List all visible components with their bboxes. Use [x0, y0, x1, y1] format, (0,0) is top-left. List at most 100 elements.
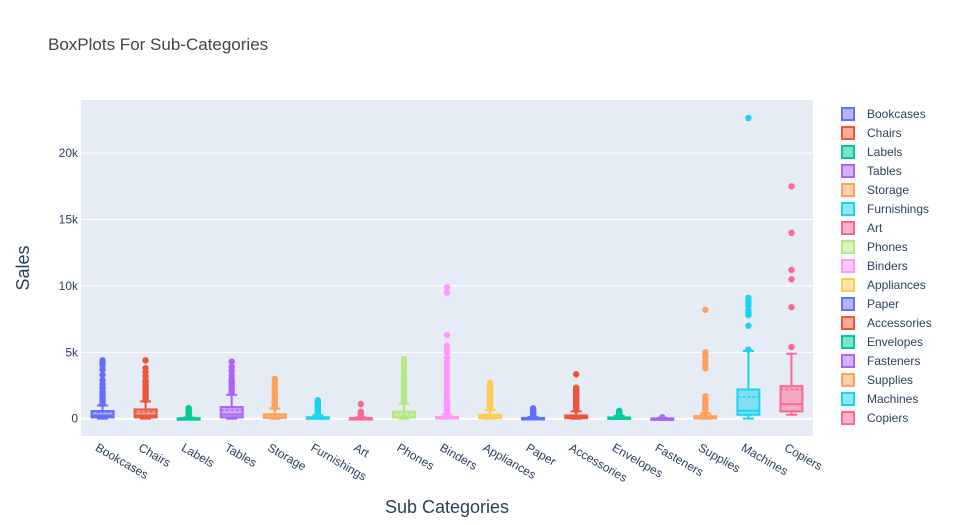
- legend-swatch: [841, 164, 855, 178]
- legend-swatch: [841, 107, 855, 121]
- legend-item-art[interactable]: Art: [841, 221, 883, 235]
- legend-item-accessories[interactable]: Accessories: [841, 316, 932, 330]
- box-machines: [736, 114, 761, 420]
- box-appliances: [478, 379, 503, 420]
- outlier-point: [228, 358, 235, 365]
- legend-label: Supplies: [867, 373, 913, 387]
- outlier-point: [142, 357, 149, 364]
- box-accessories: [564, 371, 589, 420]
- y-tick-label: 20k: [59, 146, 79, 160]
- legend-item-paper[interactable]: Paper: [841, 297, 899, 311]
- legend-label: Bookcases: [867, 107, 926, 121]
- outlier-point: [400, 355, 408, 363]
- box-labels: [176, 404, 201, 421]
- legend-label: Fasteners: [867, 354, 920, 368]
- legend-swatch: [841, 145, 855, 159]
- outlier-point: [529, 405, 537, 412]
- legend-label: Machines: [867, 392, 918, 406]
- box-bookcases: [90, 357, 115, 420]
- outlier-point: [443, 331, 451, 339]
- legend-swatch: [841, 126, 855, 140]
- legend-label: Appliances: [867, 278, 926, 292]
- box-iqr: [736, 388, 761, 416]
- x-tick-label: Tables: [222, 440, 259, 469]
- legend-item-phones[interactable]: Phones: [841, 240, 908, 254]
- legend-swatch: [841, 183, 855, 197]
- legend-label: Tables: [867, 164, 902, 178]
- x-tick-label: Storage: [265, 440, 309, 473]
- legend-item-envelopes[interactable]: Envelopes: [841, 335, 923, 349]
- legend-swatch: [841, 373, 855, 387]
- legend-item-storage[interactable]: Storage: [841, 183, 909, 197]
- outlier-point: [443, 284, 451, 291]
- outlier-point: [745, 346, 752, 353]
- legend-item-machines[interactable]: Machines: [841, 392, 918, 406]
- box-supplies: [693, 306, 718, 420]
- legend-item-appliances[interactable]: Appliances: [841, 278, 926, 292]
- outlier-point: [185, 404, 192, 412]
- box-chairs: [133, 357, 158, 420]
- box-envelopes: [607, 407, 632, 420]
- x-tick-label: Binders: [438, 440, 480, 472]
- y-tick-label: 0: [71, 412, 78, 426]
- legend-swatch: [841, 392, 855, 406]
- outlier-point: [572, 371, 580, 378]
- outlier-point: [788, 229, 795, 237]
- outlier-point: [486, 379, 494, 387]
- outlier-point: [616, 407, 623, 414]
- legend-swatch: [841, 316, 855, 330]
- y-tick-label: 10k: [59, 279, 79, 293]
- outlier-point: [572, 384, 580, 391]
- legend-swatch: [841, 278, 855, 292]
- legend-item-supplies[interactable]: Supplies: [841, 373, 913, 387]
- legend-item-bookcases[interactable]: Bookcases: [841, 107, 926, 121]
- x-axis-title: Sub Categories: [385, 497, 509, 517]
- legend-swatch: [841, 240, 855, 254]
- legend-item-chairs[interactable]: Chairs: [841, 126, 902, 140]
- legend-item-copiers[interactable]: Copiers: [841, 411, 908, 425]
- box-iqr: [133, 408, 158, 419]
- outlier-point: [659, 414, 666, 421]
- legend-label: Phones: [867, 240, 908, 254]
- outlier-point: [788, 343, 795, 351]
- box-iqr: [219, 406, 244, 419]
- outlier-point: [788, 303, 795, 311]
- y-axis-title: Sales: [13, 245, 33, 290]
- outlier-point: [443, 289, 451, 296]
- legend-item-fasteners[interactable]: Fasteners: [841, 354, 920, 368]
- x-tick-label: Art: [351, 440, 372, 460]
- legend-swatch: [841, 259, 855, 273]
- legend-swatch: [841, 411, 855, 425]
- outlier-point: [745, 322, 752, 329]
- legend-swatch: [841, 221, 855, 235]
- outlier-point: [443, 354, 451, 361]
- box-copiers: [779, 183, 804, 416]
- legend[interactable]: Bookcases Chairs Labels Tables Storage Furnis…: [841, 107, 932, 425]
- box-tables: [219, 358, 244, 420]
- box-furnishings: [305, 396, 330, 420]
- legend-swatch: [841, 202, 855, 216]
- legend-label: Storage: [867, 183, 909, 197]
- outlier-point: [702, 306, 709, 314]
- outlier-point: [357, 400, 365, 408]
- box-phones: [391, 355, 416, 420]
- outlier-point: [745, 114, 752, 122]
- legend-label: Binders: [867, 259, 908, 273]
- boxes: [90, 114, 804, 422]
- legend-item-furnishings[interactable]: Furnishings: [841, 202, 929, 216]
- outlier-point: [99, 377, 106, 384]
- legend-item-tables[interactable]: Tables: [841, 164, 902, 178]
- legend-label: Paper: [867, 297, 899, 311]
- outlier-point: [99, 357, 106, 364]
- outlier-point: [702, 349, 709, 356]
- chart-title: BoxPlots For Sub-Categories: [48, 35, 268, 54]
- legend-item-binders[interactable]: Binders: [841, 259, 908, 273]
- legend-label: Copiers: [867, 411, 908, 425]
- legend-item-labels[interactable]: Labels: [841, 145, 902, 159]
- legend-label: Furnishings: [867, 202, 929, 216]
- box-fasteners: [650, 414, 675, 422]
- outlier-point: [99, 371, 106, 379]
- outlier-point: [314, 396, 322, 404]
